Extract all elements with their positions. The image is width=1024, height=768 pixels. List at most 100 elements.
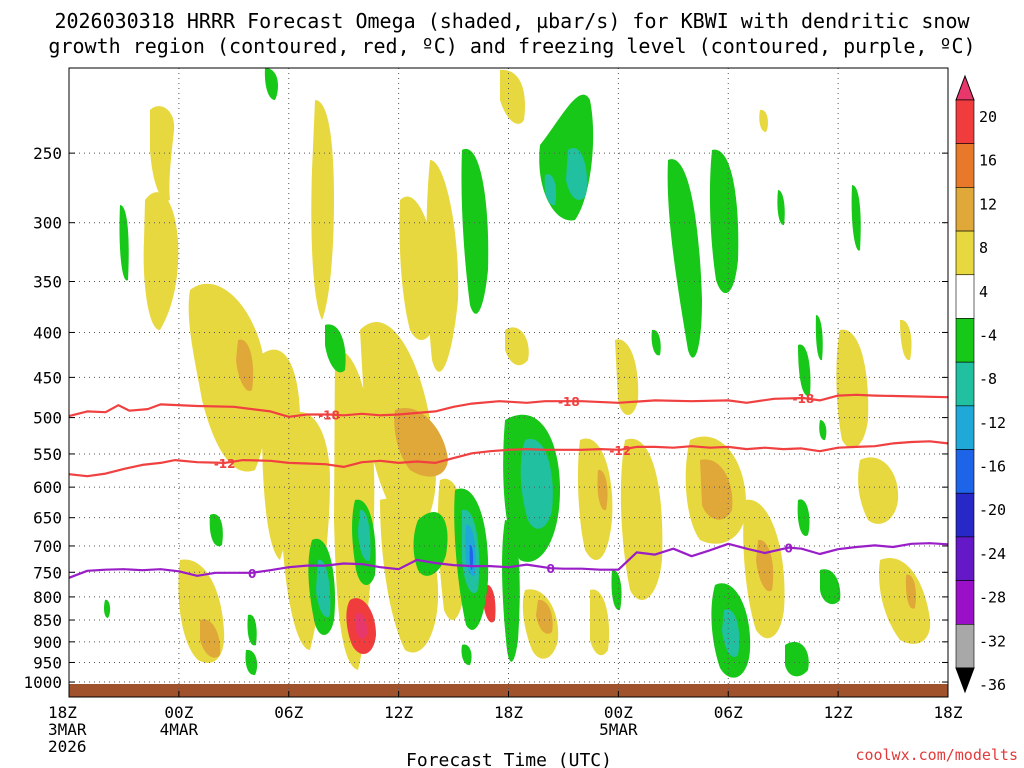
- colorbar-bottom-triangle: [955, 667, 975, 694]
- omega-blob: [209, 514, 223, 547]
- omega-blob: [577, 438, 613, 560]
- omega-blob: [104, 599, 111, 618]
- omega-blob: [905, 574, 916, 609]
- isotherm-label: -12: [609, 444, 631, 458]
- omega-blob: [667, 159, 702, 358]
- omega-blob: [461, 148, 489, 314]
- colorbar-label: -32: [979, 632, 1006, 650]
- isotherm-label: -18: [792, 392, 814, 406]
- isotherm-label: 0: [546, 562, 554, 576]
- colorbar-segment: [955, 274, 975, 319]
- y-tick-label: 850: [33, 611, 62, 630]
- omega-blob: [597, 469, 608, 511]
- colorbar-label: 20: [979, 108, 997, 126]
- omega-blob: [394, 408, 448, 477]
- y-tick-label: 1000: [23, 673, 62, 692]
- chart-title-line1: 2026030318 HRRR Forecast Omega (shaded, …: [54, 9, 970, 33]
- omega-blob: [851, 185, 861, 251]
- isotherm-label: -18: [318, 409, 340, 423]
- x-tick-label: 2026: [48, 737, 87, 756]
- omega-blob: [651, 329, 661, 356]
- colorbar-label: -16: [979, 458, 1006, 476]
- y-tick-label: 950: [33, 653, 62, 672]
- y-tick-label: 500: [33, 409, 62, 428]
- x-tick-label: 18Z: [494, 703, 523, 722]
- isotherm-line-minus12: [68, 440, 949, 478]
- isotherm-line-0: [68, 542, 949, 579]
- omega-blob: [536, 599, 553, 634]
- chart-title-line2: growth region (contoured, red, ºC) and f…: [48, 34, 975, 58]
- x-tick-label: 12Z: [384, 703, 413, 722]
- colorbar-label: 4: [979, 283, 988, 301]
- y-axis-ticks: 250 300 350 400 450 500 550 600 650 700 750 800 850 9…: [23, 144, 948, 692]
- omega-blob: [836, 329, 869, 449]
- omega-blob: [879, 558, 931, 644]
- omega-blob: [566, 148, 588, 200]
- y-tick-label: 250: [33, 144, 62, 163]
- omega-blob: [325, 324, 346, 373]
- omega-blob: [798, 344, 811, 396]
- colorbar-label: -36: [979, 676, 1006, 694]
- isotherm-label: -12: [214, 457, 236, 471]
- y-tick-label: 700: [33, 537, 62, 556]
- omega-blob: [500, 69, 525, 124]
- x-tick-label: 3MAR: [48, 720, 87, 739]
- omega-blob: [539, 94, 594, 221]
- colorbar-segment: [955, 536, 975, 581]
- colorbar-label: 8: [979, 239, 988, 257]
- omega-blob: [785, 641, 809, 677]
- omega-blob: [900, 319, 912, 361]
- omega-blob: [143, 192, 179, 330]
- omega-blob: [590, 589, 610, 656]
- omega-blob: [520, 438, 553, 529]
- colorbar-segment: [955, 318, 975, 363]
- colorbar-segment: [955, 361, 975, 407]
- colorbar-label: 12: [979, 195, 997, 213]
- omega-blob: [264, 68, 278, 100]
- omega-blob: [461, 644, 472, 666]
- omega-blob: [700, 459, 733, 520]
- isotherm-line-minus18: [68, 393, 949, 418]
- omega-blob: [119, 205, 129, 281]
- omega-blob: [615, 339, 639, 415]
- y-tick-label: 900: [33, 633, 62, 652]
- omega-blob: [759, 109, 768, 132]
- omega-blob: [544, 174, 557, 206]
- colorbar-segment: [955, 187, 975, 232]
- omega-colorbar: 20 16 12 8 4 -4 -8 -12 -16 -20 -24 -28 -32 -36: [955, 74, 1006, 694]
- colorbar-segment: [955, 99, 975, 144]
- omega-blob: [505, 327, 529, 366]
- colorbar-label: -28: [979, 589, 1006, 607]
- y-tick-label: 800: [33, 588, 62, 607]
- x-tick-label: 18Z: [48, 703, 77, 722]
- x-tick-label: 5MAR: [599, 720, 638, 739]
- omega-blob: [188, 283, 267, 472]
- colorbar-segment: [955, 624, 975, 669]
- omega-blob: [236, 339, 254, 391]
- colorbar-segment: [955, 449, 975, 494]
- omega-blob: [311, 100, 334, 320]
- omega-blob: [358, 509, 371, 561]
- x-tick-label: 4MAR: [160, 720, 199, 739]
- omega-blob: [819, 420, 827, 441]
- colorbar-label: 16: [979, 152, 997, 170]
- omega-blob: [247, 614, 257, 646]
- omega-blob: [426, 160, 459, 372]
- y-tick-label: 550: [33, 445, 62, 464]
- omega-blob: [858, 457, 899, 524]
- omega-blob: [709, 149, 739, 294]
- y-tick-label: 750: [33, 563, 62, 582]
- omega-shading: [69, 68, 948, 697]
- x-tick-label: 00Z: [164, 703, 193, 722]
- omega-blob: [815, 315, 823, 361]
- colorbar-label: -8: [979, 370, 997, 388]
- x-tick-label: 12Z: [824, 703, 853, 722]
- colorbar-top-triangle: [955, 74, 975, 101]
- omega-blob: [777, 190, 785, 226]
- colorbar-segment: [955, 143, 975, 188]
- colorbar-label: -24: [979, 545, 1006, 563]
- y-tick-label: 600: [33, 478, 62, 497]
- omega-blob: [502, 520, 520, 662]
- x-axis-label: Forecast Time (UTC): [406, 750, 612, 768]
